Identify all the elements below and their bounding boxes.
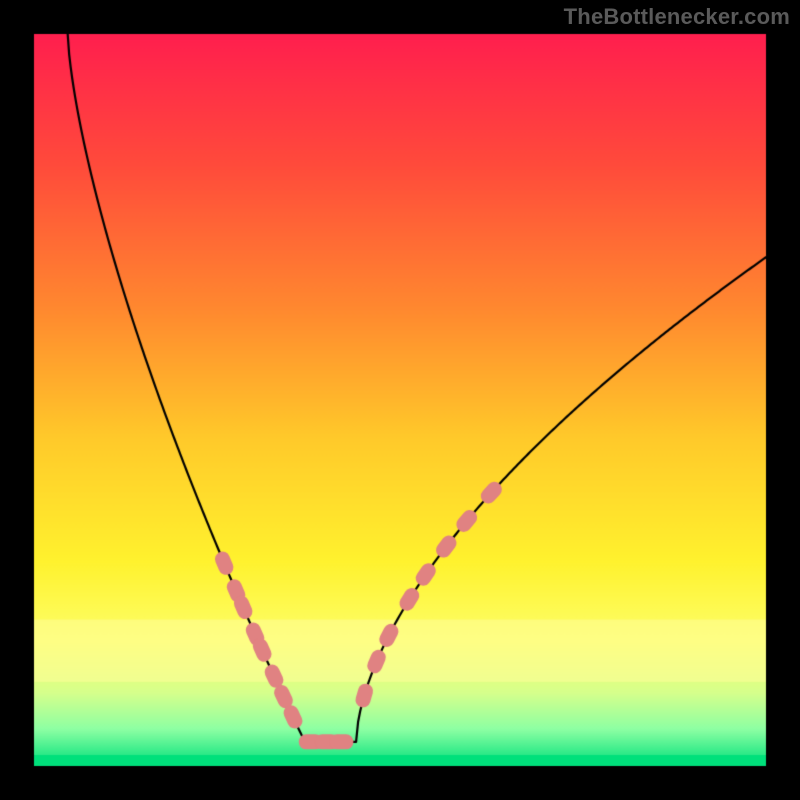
watermark-label: TheBottlenecker.com [564, 4, 790, 30]
bottleneck-curve-chart [0, 0, 800, 800]
